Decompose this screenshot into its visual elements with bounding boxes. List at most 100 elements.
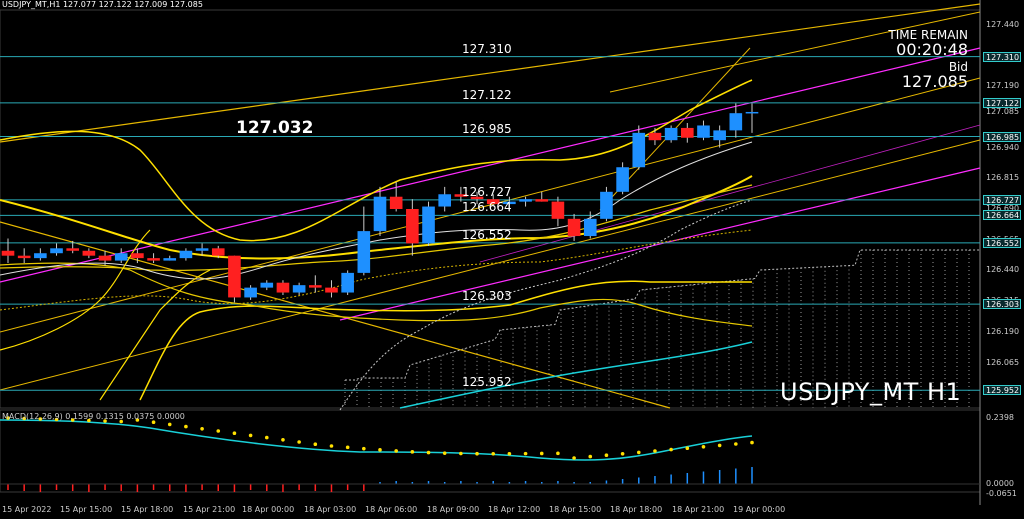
macd-dot (281, 438, 285, 442)
bid-value: 127.085 (901, 72, 968, 91)
candle-bull (583, 218, 597, 237)
candle-bull (195, 248, 209, 251)
candle-bear (325, 287, 338, 293)
level-label: 125.952 (462, 375, 512, 390)
candle-bull (664, 127, 678, 141)
ma-cyan (399, 341, 753, 409)
macd-dot (410, 450, 415, 454)
time-axis-label: 19 Apr 00:00 (733, 505, 786, 514)
macd-label: MACD(12,26,9) 0.1599 0.1315 0.0375 0.000… (2, 412, 185, 421)
time-axis-label: 18 Apr 06:00 (365, 505, 418, 514)
macd-dot (151, 420, 156, 425)
macd-dot (701, 445, 706, 449)
level-label: 126.552 (462, 227, 512, 242)
time-axis-label: 15 Apr 18:00 (121, 505, 174, 514)
price-tag: 126.664 (983, 210, 1021, 221)
macd-dot (119, 419, 124, 424)
price-axis-label: 126.940 (986, 142, 1020, 152)
candle-bear (567, 218, 581, 237)
candle-bear (535, 199, 549, 202)
candle-bull (114, 253, 128, 261)
macd-dot (588, 454, 593, 459)
macd-dot (22, 416, 26, 421)
macd-dot (167, 422, 172, 427)
bollinger-bands (0, 79, 753, 411)
macd-dot (475, 451, 479, 456)
ma-white (0, 141, 753, 280)
channel-line (339, 167, 981, 321)
macd-dot (459, 451, 463, 456)
symbol-label: USDJPY_MT H1 (780, 378, 962, 406)
macd-dot (103, 419, 107, 423)
macd-dot (426, 450, 431, 455)
candle-bull (729, 113, 743, 131)
candle-bear (147, 258, 160, 261)
macd-dot (669, 447, 673, 452)
macd-dot (442, 451, 447, 455)
level-label: 127.122 (462, 87, 512, 102)
candle-bear (470, 196, 484, 200)
macd-dot (491, 451, 496, 456)
candle-bear (389, 196, 403, 209)
ma-line (0, 184, 753, 271)
macd-dot (184, 424, 188, 429)
price-axis-label: 126.065 (986, 357, 1020, 367)
candle-bull (713, 130, 726, 141)
candle-bull (163, 258, 177, 261)
macd-dot (539, 451, 544, 456)
price-tag: 127.122 (983, 97, 1021, 108)
macd-dot (248, 433, 253, 438)
level-label: 126.303 (462, 289, 512, 304)
macd-dot (734, 442, 738, 446)
macd-dot (87, 418, 91, 423)
time-axis-label: 18 Apr 18:00 (610, 505, 663, 514)
ma-line (0, 262, 753, 327)
candle-bear (131, 253, 144, 259)
price-tag: 126.552 (983, 237, 1021, 248)
bid-label: Bid (948, 60, 968, 74)
candle-bear (276, 282, 290, 293)
macd-axis-zero: 0.0000 (986, 479, 1014, 488)
candles (1, 103, 759, 303)
ma-dotted (0, 229, 753, 311)
macd-dot (523, 451, 528, 456)
candle-bull (616, 167, 629, 192)
time-axis-label: 18 Apr 15:00 (549, 505, 602, 514)
macd-dot (200, 427, 204, 431)
time-axis-label: 18 Apr 00:00 (242, 505, 295, 514)
macd-dot (362, 446, 366, 451)
horizontal-levels (0, 56, 980, 391)
candle-bull (519, 199, 532, 202)
trend-line (0, 221, 671, 409)
price-tag: 126.985 (983, 131, 1021, 142)
candle-bear (211, 248, 225, 256)
band-mid (0, 175, 753, 260)
candle-bear (648, 132, 662, 141)
price-axis-label: 126.190 (986, 326, 1020, 336)
band-left (0, 229, 151, 351)
candle-bear (98, 255, 112, 261)
macd-dot (297, 440, 301, 444)
trend-line (609, 11, 981, 93)
cloud-edge (345, 249, 980, 381)
macd-dot (345, 445, 350, 450)
price-tag: 127.310 (983, 51, 1021, 62)
macd-dot (38, 417, 43, 421)
macd-dot (636, 450, 641, 455)
candle-bull (357, 231, 371, 273)
level-label: 126.985 (462, 121, 512, 136)
price-tag: 126.303 (983, 299, 1021, 310)
trend-lines (0, 3, 981, 409)
band-lower (139, 280, 752, 401)
candle-bear (454, 194, 468, 197)
price-tag: 126.727 (983, 194, 1021, 205)
level-label: 126.727 (462, 184, 512, 199)
candle-bear (680, 127, 694, 138)
time-remain-label: TIME REMAIN (888, 28, 968, 42)
price-axis-label: 127.440 (986, 19, 1020, 29)
price-axis-label: 127.085 (986, 106, 1020, 116)
macd-dot (264, 435, 269, 440)
macd-dot (604, 453, 609, 458)
candle-bear (308, 285, 322, 288)
